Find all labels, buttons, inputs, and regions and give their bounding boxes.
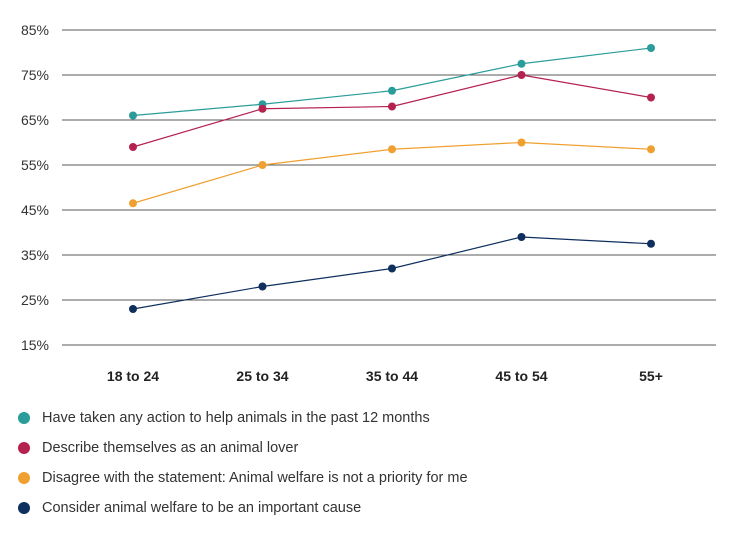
data-point — [258, 282, 267, 291]
series-lines — [129, 44, 655, 313]
y-tick-label: 15% — [21, 337, 49, 353]
gridlines — [62, 29, 716, 346]
data-point — [647, 145, 655, 154]
data-point — [647, 93, 655, 102]
y-tick-label: 85% — [21, 22, 49, 38]
series-2 — [129, 138, 655, 208]
legend-item: Consider animal welfare to be an importa… — [18, 493, 468, 523]
x-tick-label: 55+ — [639, 368, 663, 384]
data-point — [129, 111, 137, 120]
data-point — [129, 305, 137, 313]
legend-marker-icon — [18, 502, 30, 514]
x-tick-label: 35 to 44 — [366, 368, 418, 384]
legend-marker-icon — [18, 442, 30, 454]
data-point — [517, 59, 526, 68]
legend: Have taken any action to help animals in… — [18, 403, 468, 523]
data-point — [647, 239, 655, 248]
data-point — [388, 145, 396, 154]
y-tick-label: 35% — [21, 247, 49, 263]
series-line — [132, 74, 652, 148]
legend-item: Have taken any action to help animals in… — [18, 403, 468, 433]
legend-marker-icon — [18, 412, 30, 424]
legend-marker-icon — [18, 472, 30, 484]
data-point — [517, 138, 526, 147]
x-tick-label: 25 to 34 — [236, 368, 288, 384]
y-tick-label: 55% — [21, 157, 49, 173]
data-point — [258, 104, 267, 113]
data-point — [647, 44, 655, 52]
legend-label: Consider animal welfare to be an importa… — [42, 500, 362, 516]
data-point — [129, 143, 137, 151]
data-point — [388, 86, 396, 95]
line-chart: 85% 75% 65% 55% 45% 35% 25% 15% 18 to 24 25 to 3… — [21, 22, 716, 384]
data-point — [517, 71, 526, 79]
series-1 — [129, 71, 655, 151]
x-tick-label: 18 to 24 — [107, 368, 159, 384]
legend-label: Have taken any action to help animals in… — [42, 410, 430, 426]
legend-item: Describe themselves as an animal lover — [18, 433, 468, 463]
series-line — [132, 236, 652, 310]
legend-label: Describe themselves as an animal lover — [42, 440, 299, 456]
data-point — [388, 102, 396, 111]
data-point — [129, 199, 137, 208]
y-tick-label: 45% — [21, 202, 49, 218]
y-tick-label: 65% — [21, 112, 49, 128]
data-point — [517, 233, 526, 241]
data-point — [258, 161, 267, 169]
y-tick-label: 25% — [21, 292, 49, 308]
x-axis-ticks: 18 to 24 25 to 34 35 to 44 45 to 54 55+ — [107, 368, 663, 384]
data-point — [388, 264, 396, 273]
y-tick-label: 75% — [21, 67, 49, 83]
y-axis-ticks: 85% 75% 65% 55% 45% 35% 25% 15% — [21, 22, 49, 353]
x-tick-label: 45 to 54 — [495, 368, 547, 384]
series-0 — [129, 44, 655, 120]
series-3 — [129, 233, 655, 313]
legend-label: Disagree with the statement: Animal welf… — [42, 470, 468, 486]
legend-item: Disagree with the statement: Animal welf… — [18, 463, 468, 493]
